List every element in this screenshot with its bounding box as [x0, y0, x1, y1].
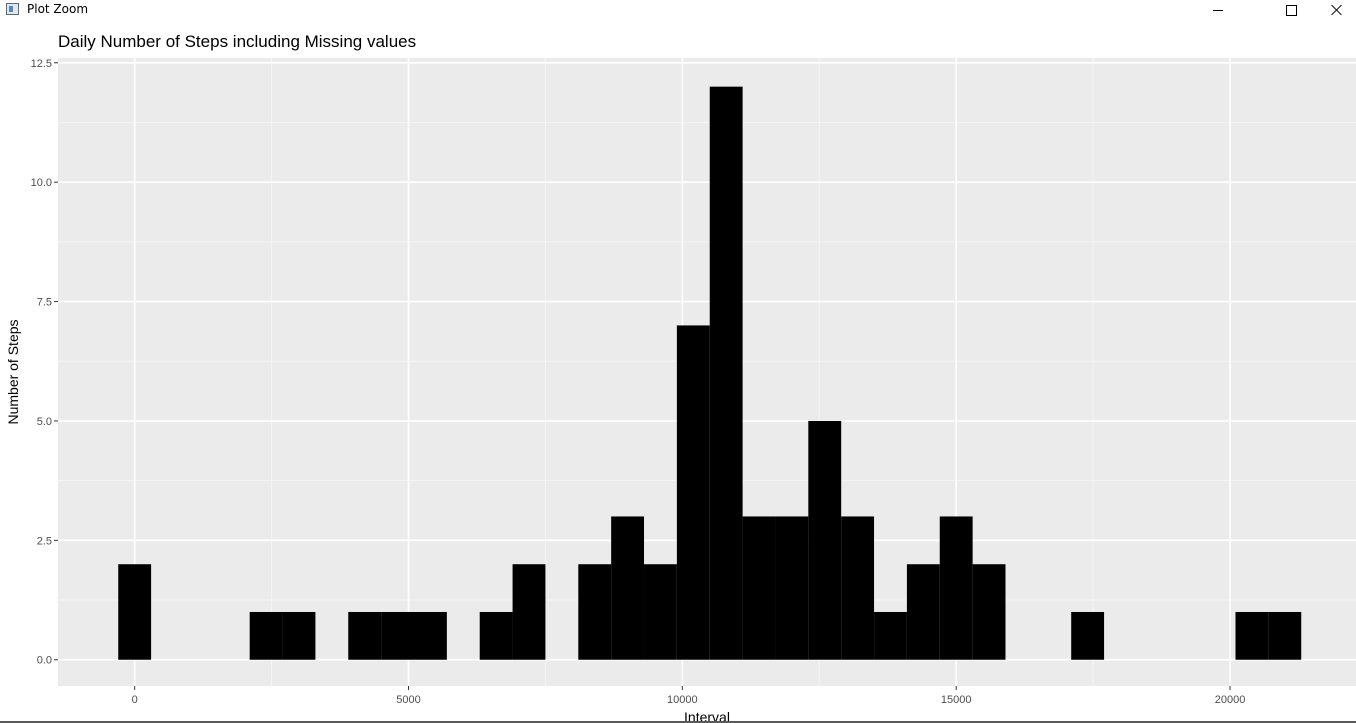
window-bottom-border: [0, 721, 1356, 723]
x-axis: 0 5000 10000 15000 20000: [132, 686, 1246, 706]
y-tick-label: 10.0: [31, 177, 52, 189]
histogram-bar: [118, 564, 152, 660]
histogram-bar: [709, 86, 743, 660]
histogram-bar: [775, 516, 809, 660]
window-titlebar: Plot Zoom: [0, 0, 1356, 20]
histogram-bar: [282, 611, 316, 660]
histogram-bar: [644, 564, 677, 660]
histogram-bar: [512, 564, 546, 660]
x-tick-label: 10000: [667, 694, 698, 706]
histogram-bar: [381, 611, 414, 660]
app-window-icon: [6, 3, 19, 15]
x-tick-label: 5000: [396, 694, 420, 706]
y-tick-label: 7.5: [37, 297, 52, 309]
maximize-button[interactable]: [1268, 0, 1314, 20]
histogram-bar: [808, 420, 842, 660]
histogram-bar: [841, 516, 875, 660]
histogram-bar: [413, 611, 447, 660]
histogram-bar: [939, 516, 973, 660]
histogram-bar: [578, 564, 612, 660]
histogram-bar: [676, 325, 710, 660]
x-axis-label: Interval: [684, 709, 730, 721]
y-axis: 0.0 2.5 5.0 7.5 10.0 12.5: [31, 58, 58, 667]
window-title: Plot Zoom: [27, 2, 89, 16]
histogram-bar: [906, 564, 940, 660]
y-tick-label: 0.0: [37, 655, 52, 667]
close-button[interactable]: [1314, 0, 1356, 20]
x-tick-label: 15000: [941, 694, 972, 706]
y-tick-label: 12.5: [31, 58, 52, 70]
close-icon: [1331, 4, 1343, 16]
histogram-bar: [611, 516, 645, 660]
histogram-bar: [1268, 611, 1302, 660]
histogram-bars: [118, 86, 1302, 660]
histogram-bar: [972, 564, 1006, 660]
minimize-icon: [1213, 9, 1223, 11]
maximize-icon: [1285, 4, 1297, 16]
y-axis-label: Number of Steps: [5, 319, 21, 424]
histogram-bar: [348, 611, 382, 660]
chart-title: Daily Number of Steps including Missing …: [58, 32, 416, 51]
histogram-bar: [874, 611, 907, 660]
x-tick-label: 20000: [1215, 694, 1246, 706]
histogram-bar: [1235, 611, 1269, 660]
histogram-bar: [479, 611, 513, 660]
minimize-button[interactable]: [1195, 0, 1241, 20]
histogram-bar: [1071, 611, 1105, 660]
x-tick-label: 0: [132, 694, 138, 706]
histogram-bar: [742, 516, 776, 660]
histogram-plot: Daily Number of Steps including Missing …: [5, 32, 1356, 721]
y-tick-label: 5.0: [37, 416, 52, 428]
y-tick-label: 2.5: [37, 535, 52, 547]
histogram-bar: [249, 611, 283, 660]
